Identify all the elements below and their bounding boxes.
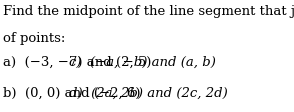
Text: Find the midpoint of the line segment that joins each pair: Find the midpoint of the line segment th… — [3, 5, 294, 18]
Text: b)  (0, 0) and (−2, 6): b) (0, 0) and (−2, 6) — [3, 87, 140, 100]
Text: of points:: of points: — [3, 32, 65, 45]
Text: c)  (−a, −b) and (a, b): c) (−a, −b) and (a, b) — [69, 56, 216, 69]
Text: a)  (−3, −7) and (2, 5): a) (−3, −7) and (2, 5) — [3, 56, 151, 69]
Text: d)  (2a, 2b) and (2c, 2d): d) (2a, 2b) and (2c, 2d) — [69, 87, 228, 100]
